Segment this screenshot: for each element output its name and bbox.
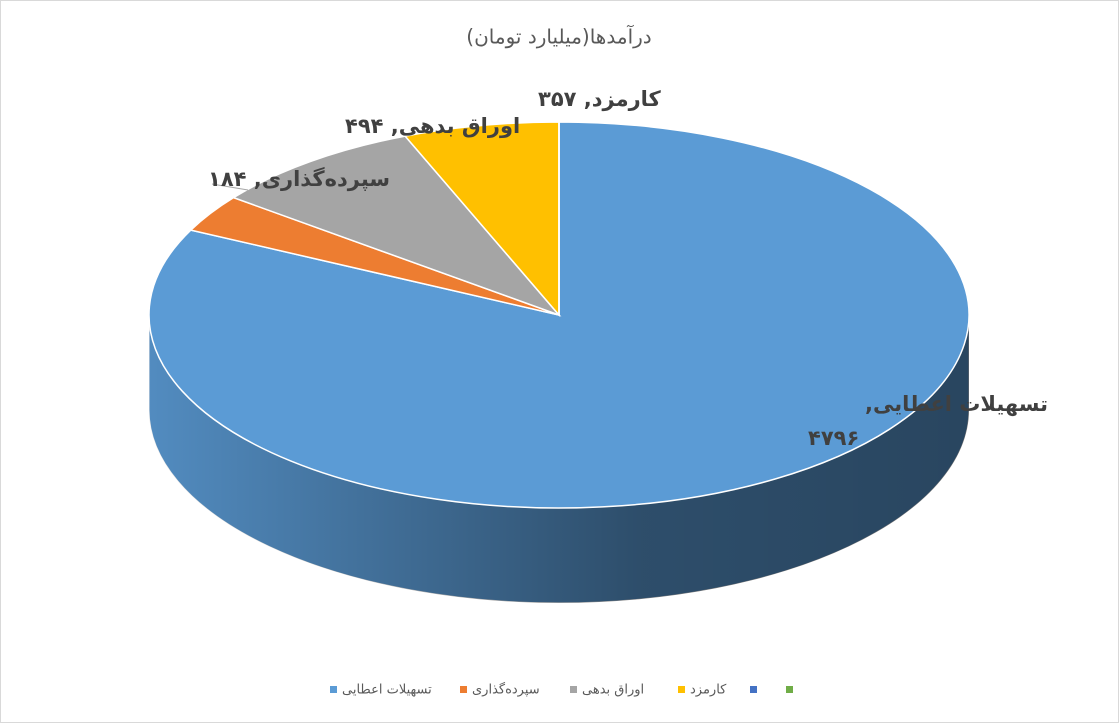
slice [403, 121, 560, 318]
data-label: اوراق بدهی, ۴۹۴ [345, 114, 520, 138]
leader-line [211, 183, 249, 191]
legend-label: اوراق بدهی [582, 683, 644, 698]
legend-marker [460, 686, 467, 693]
legend-marker [678, 686, 685, 693]
legend-marker [786, 686, 793, 693]
side-shade [149, 315, 969, 603]
slice [231, 135, 562, 317]
legend-marker [570, 686, 577, 693]
legend-label: کارمزد [690, 683, 727, 698]
chart-title: درآمدها(میلیارد تومان) [466, 24, 651, 49]
data-label: تسهیلات اعطایی, ۴۷۹۶ [808, 392, 1048, 450]
legend-marker [750, 686, 757, 693]
data-label: سپرده‌گذاری, ۱۸۴ [208, 166, 390, 191]
legend-label: تسهیلات اعطایی [342, 683, 432, 698]
data-label: کارمزد, ۳۵۷ [538, 87, 662, 111]
legend-label: سپرده‌گذاری [472, 682, 540, 698]
legend-marker [330, 686, 337, 693]
slice [148, 121, 970, 509]
